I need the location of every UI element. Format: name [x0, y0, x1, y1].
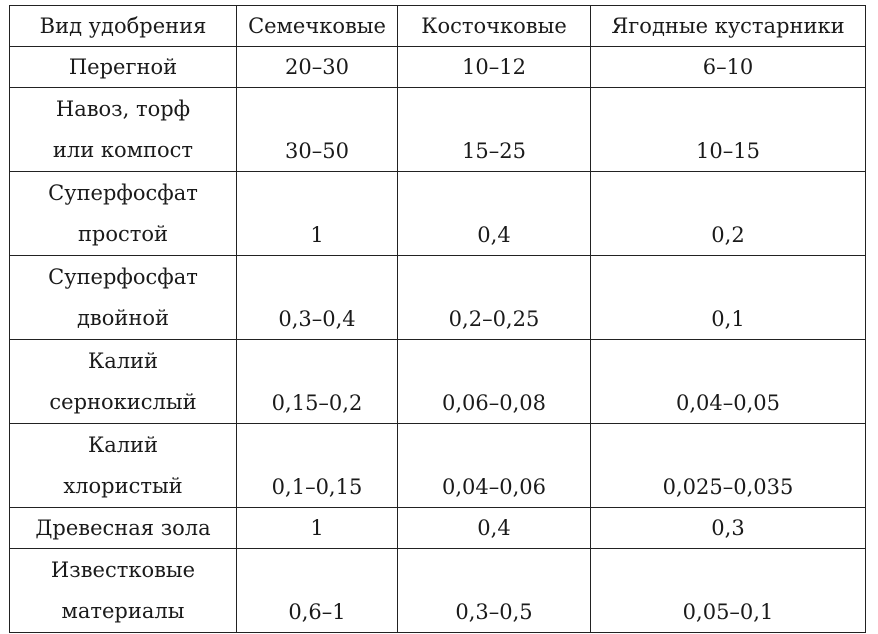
cell-berry: 0,1	[590, 255, 866, 340]
table-row: Навоз, торф или компост 30–50 15–25 10–1…	[9, 87, 866, 172]
cell-berry: 0,05–0,1	[590, 548, 866, 633]
cell-pome: 30–50	[236, 87, 398, 172]
cell-berry: 0,3	[590, 507, 866, 549]
row-label-line: или компост	[52, 138, 194, 162]
table-row: Суперфосфат двойной 0,3–0,4 0,2–0,25 0,1	[9, 255, 866, 340]
row-label-line: Калий	[87, 433, 159, 457]
row-label-line: Древесная зола	[35, 516, 211, 540]
row-label: Суперфосфат простой	[9, 171, 237, 256]
row-label: Древесная зола	[9, 507, 237, 549]
cell-pome: 0,15–0,2	[236, 339, 398, 424]
cell-stone: 0,04–0,06	[397, 423, 591, 508]
cell-berry: 10–15	[590, 87, 866, 172]
row-label: Калий сернокислый	[9, 339, 237, 424]
cell-stone: 0,4	[397, 507, 591, 549]
row-label-line: Суперфосфат	[48, 265, 198, 289]
row-label-line: Известковые	[50, 558, 196, 582]
cell-stone: 0,2–0,25	[397, 255, 591, 340]
header-stone-fruits: Косточковые	[397, 5, 591, 47]
cell-berry: 0,025–0,035	[590, 423, 866, 508]
header-berry-bushes: Ягодные кустарники	[590, 5, 866, 47]
row-label: Суперфосфат двойной	[9, 255, 237, 340]
header-fertilizer-type: Вид удобрения	[9, 5, 237, 47]
row-label-line: Перегной	[68, 55, 178, 79]
row-label-line: сернокислый	[49, 390, 197, 414]
cell-pome: 0,3–0,4	[236, 255, 398, 340]
row-label-line: Суперфосфат	[48, 181, 198, 205]
table-row: Перегной 20–30 10–12 6–10	[9, 46, 866, 88]
row-label-line: простой	[77, 222, 169, 246]
table-row: Древесная зола 1 0,4 0,3	[9, 507, 866, 549]
row-label-line: материалы	[61, 599, 185, 623]
table-row: Известковые материалы 0,6–1 0,3–0,5 0,05…	[9, 548, 866, 633]
cell-stone: 15–25	[397, 87, 591, 172]
cell-stone: 0,06–0,08	[397, 339, 591, 424]
row-label: Навоз, торф или компост	[9, 87, 237, 172]
cell-pome: 1	[236, 171, 398, 256]
row-label: Известковые материалы	[9, 548, 237, 633]
row-label-line: хлористый	[63, 474, 183, 498]
header-pome-fruits: Семечковые	[236, 5, 398, 47]
fertilizer-table: Вид удобрения Семечковые Косточковые Яго…	[9, 5, 866, 633]
cell-stone: 0,3–0,5	[397, 548, 591, 633]
cell-pome: 0,1–0,15	[236, 423, 398, 508]
header-row: Вид удобрения Семечковые Косточковые Яго…	[9, 5, 866, 47]
cell-berry: 0,2	[590, 171, 866, 256]
cell-stone: 0,4	[397, 171, 591, 256]
cell-stone: 10–12	[397, 46, 591, 88]
row-label: Калий хлористый	[9, 423, 237, 508]
table-row: Калий сернокислый 0,15–0,2 0,06–0,08 0,0…	[9, 339, 866, 424]
row-label-line: Навоз, торф	[55, 97, 191, 121]
row-label-line: Калий	[87, 349, 159, 373]
row-label: Перегной	[9, 46, 237, 88]
table-row: Суперфосфат простой 1 0,4 0,2	[9, 171, 866, 256]
cell-pome: 20–30	[236, 46, 398, 88]
cell-berry: 6–10	[590, 46, 866, 88]
row-label-line: двойной	[76, 306, 170, 330]
table-row: Калий хлористый 0,1–0,15 0,04–0,06 0,025…	[9, 423, 866, 508]
cell-pome: 0,6–1	[236, 548, 398, 633]
cell-berry: 0,04–0,05	[590, 339, 866, 424]
cell-pome: 1	[236, 507, 398, 549]
